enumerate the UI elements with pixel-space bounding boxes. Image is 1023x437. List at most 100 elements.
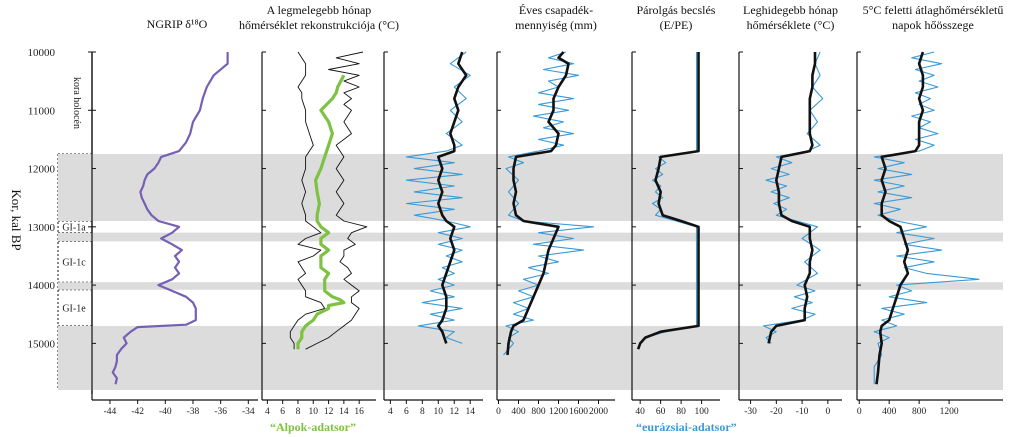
series-line-black [875, 51, 925, 385]
series-line-green [296, 74, 346, 350]
x-tick-label: 10 [434, 407, 444, 417]
stadial-band [384, 232, 497, 242]
stadial-band [632, 232, 739, 242]
x-tick-label: 1200 [549, 407, 568, 417]
x-tick-label: 1200 [940, 407, 959, 417]
x-tick-label: 80 [676, 407, 686, 417]
series-line-black [436, 51, 468, 344]
x-tick-label: 6 [404, 407, 409, 417]
stadial-band [739, 232, 857, 242]
x-tick-label: 14 [465, 407, 475, 417]
stadial-band [857, 232, 1003, 242]
chart-panel-7: 0 400 800 1200 5°C feletti átlaghőmérsékletű… [856, 3, 1004, 417]
y-tick-label: 11000 [28, 105, 56, 117]
stadial-band [857, 282, 1003, 290]
stadial-band [497, 325, 632, 390]
x-tick-label: 16 [354, 407, 364, 417]
panel-title-line: A legmelegebb hónap [267, 3, 372, 17]
panel-title: NGRIP δ¹⁸O [147, 17, 208, 31]
y-axis-tick-labels: 10000 11000 12000 13000 14000 15000 [28, 47, 56, 350]
panel-title-line: hőmérséklet rekonstrukciója (°C) [239, 18, 399, 32]
x-tick-label: 12 [324, 407, 334, 417]
x-tick-label: -34 [242, 407, 255, 417]
y-tick-label: 10000 [28, 47, 56, 59]
x-tick-label: 400 [511, 407, 526, 417]
x-tick-label: 0 [825, 407, 830, 417]
zone-label: GI-1c [62, 257, 86, 268]
y-tick-label: 12000 [28, 164, 56, 176]
x-tick-label: 4 [265, 407, 270, 417]
stadial-band [384, 282, 497, 290]
stadial-band [632, 282, 739, 290]
y-tick-label: 13000 [28, 222, 56, 234]
y-tick-label: 15000 [28, 338, 56, 350]
panel-title-line: hőmérséklete (°C) [747, 18, 835, 32]
x-tick-label: 10 [309, 407, 319, 417]
zone-label: GI-1e [62, 303, 86, 314]
series-line-black [289, 51, 326, 350]
stadial-band [739, 153, 857, 221]
stadial-band [58, 153, 262, 221]
x-tick-label: 14 [339, 407, 349, 417]
zone-label: kora holocén [71, 77, 82, 129]
x-tick-label: -10 [796, 407, 809, 417]
panel-title-line: 5°C feletti átlaghőmérsékletű [863, 3, 1004, 17]
x-tick-label: 400 [882, 407, 897, 417]
chart-panel-6: -30 -20 -10 0 Leghidegebb hónaphőmérséklete … [738, 3, 857, 417]
chart-panel-5: 40 60 80 100 Párolgás becslés(E/PE) [631, 3, 739, 417]
x-tick-label: 800 [531, 407, 546, 417]
panel-title-line: (E/PE) [660, 18, 693, 32]
x-tick-label: -20 [770, 407, 783, 417]
panel-title-line: Leghidegebb hónap [743, 3, 838, 17]
x-tick-label: 100 [694, 407, 709, 417]
chart-panel-3: 4 6 8 10 12 14 [383, 51, 497, 417]
panel-title-line: napok hőösszege [892, 18, 974, 32]
stadial-band [857, 153, 1003, 221]
y-axis-title: Kor, kal BP [9, 189, 24, 250]
panel-title-line: Párolgás becslés [637, 3, 716, 17]
y-tick-label: 14000 [28, 280, 56, 292]
stadial-band [497, 282, 632, 290]
series-line-black [305, 51, 368, 350]
stadial-band [262, 282, 384, 290]
x-tick-label: -36 [214, 407, 227, 417]
stadial-band [58, 232, 262, 242]
panel-title-line: Éves csapadék- [519, 3, 593, 17]
x-tick-label: -44 [104, 407, 117, 417]
x-tick-label: 60 [656, 407, 666, 417]
x-tick-label: 0 [496, 407, 501, 417]
x-tick-label: 4 [388, 407, 393, 417]
x-tick-label: -42 [131, 407, 144, 417]
x-tick-label: 1600 [569, 407, 588, 417]
x-tick-label: -30 [744, 407, 757, 417]
stadial-band [58, 325, 262, 390]
x-tick-label: -38 [187, 407, 200, 417]
chart-panel-4: 0 400 800 1200 1600 2000 Éves csapadék-mennyis… [496, 3, 632, 417]
x-tick-label: 800 [912, 407, 927, 417]
x-tick-label: 0 [857, 407, 862, 417]
x-tick-label: 2000 [589, 407, 608, 417]
series-line-black [506, 51, 570, 356]
series-line-purple [111, 52, 229, 385]
alps-series-label: “Alpok-adatsor” [270, 420, 357, 434]
zone-label: GI-1a [62, 222, 86, 233]
series-line-black [636, 52, 700, 350]
x-tick-label: 8 [420, 407, 425, 417]
stadial-band [632, 153, 739, 221]
x-tick-label: 8 [296, 407, 301, 417]
x-tick-label: 40 [635, 407, 645, 417]
stadial-band [262, 325, 384, 390]
x-tick-label: 6 [280, 407, 285, 417]
x-tick-label: -40 [159, 407, 172, 417]
eurasia-series-label: “eurázsiai-adatsor” [636, 420, 737, 434]
x-tick-label: 12 [450, 407, 460, 417]
panel-title-line: mennyiség (mm) [515, 18, 597, 32]
chart-panel-1: -44 -42 -40 -38 -36 -34 NGRIP δ¹⁸O [58, 17, 262, 417]
stadial-band [739, 325, 857, 390]
stadial-band [384, 325, 497, 390]
chart-panel-2: 4 6 8 10 12 14 16A legmelegebb hónaphőmérsékle… [239, 3, 399, 417]
stadial-band [497, 153, 632, 221]
series-line-black [767, 52, 817, 344]
